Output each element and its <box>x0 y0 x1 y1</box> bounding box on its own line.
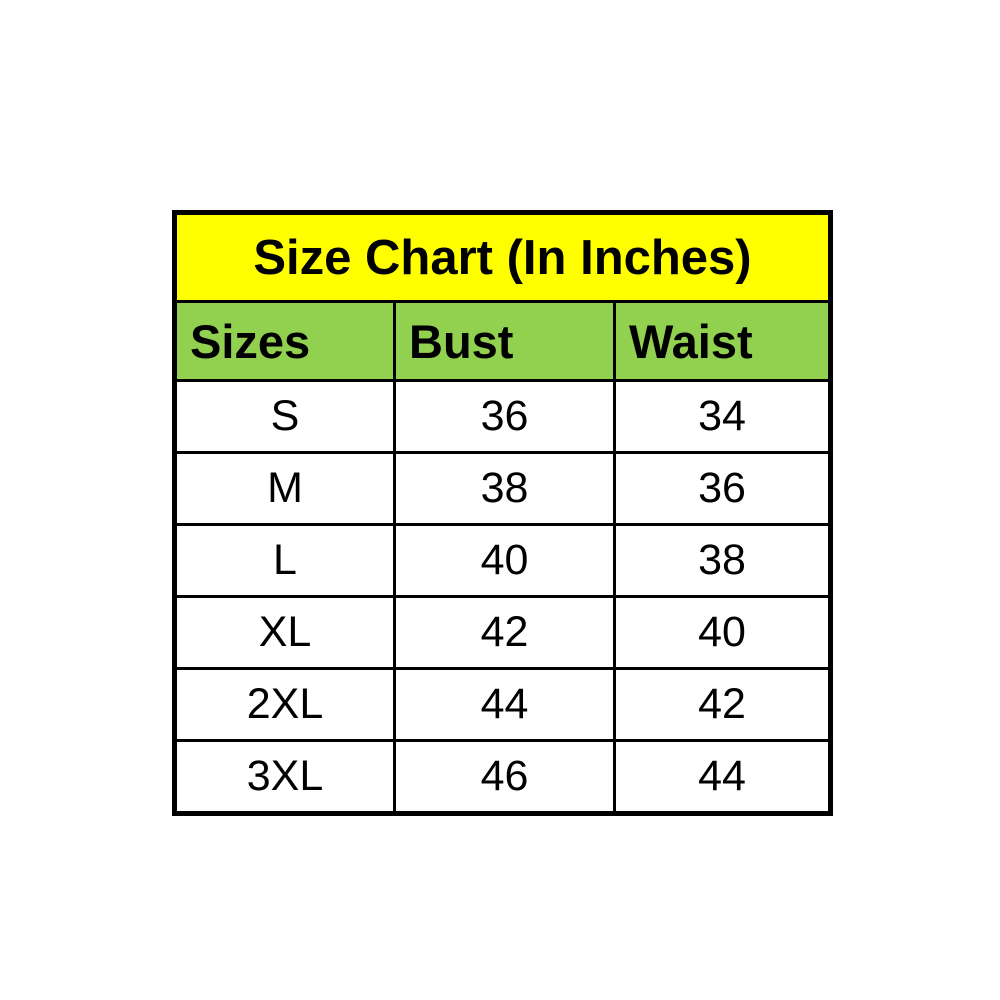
table-row-l: L 40 38 <box>173 523 833 598</box>
size-cell: S <box>173 379 396 454</box>
column-header-waist: Waist <box>612 300 833 382</box>
table-row-m: M 38 36 <box>173 451 833 526</box>
size-cell: XL <box>173 595 396 670</box>
size-cell: L <box>173 523 396 598</box>
size-chart-table: Size Chart (In Inches) Sizes Bust Waist … <box>172 210 834 816</box>
column-header-bust: Bust <box>393 300 616 382</box>
bust-cell: 42 <box>393 595 616 670</box>
title-row: Size Chart (In Inches) <box>172 211 833 303</box>
waist-cell: 40 <box>612 595 833 670</box>
bust-cell: 36 <box>393 379 616 454</box>
size-cell: 2XL <box>173 667 396 742</box>
table-row-s: S 36 34 <box>173 379 833 454</box>
bust-cell: 46 <box>393 739 616 815</box>
header-row: Sizes Bust Waist <box>173 300 833 382</box>
waist-cell: 36 <box>612 451 833 526</box>
table-row-3xl: 3XL 46 44 <box>173 739 833 815</box>
column-header-sizes: Sizes <box>173 300 396 382</box>
bust-cell: 40 <box>393 523 616 598</box>
waist-cell: 38 <box>612 523 833 598</box>
bust-cell: 38 <box>393 451 616 526</box>
chart-title: Size Chart (In Inches) <box>172 211 833 303</box>
size-cell: M <box>173 451 396 526</box>
size-cell: 3XL <box>173 739 396 815</box>
waist-cell: 44 <box>612 739 833 815</box>
table-row-2xl: 2XL 44 42 <box>173 667 833 742</box>
table-row-xl: XL 42 40 <box>173 595 833 670</box>
bust-cell: 44 <box>393 667 616 742</box>
waist-cell: 42 <box>612 667 833 742</box>
waist-cell: 34 <box>612 379 833 454</box>
